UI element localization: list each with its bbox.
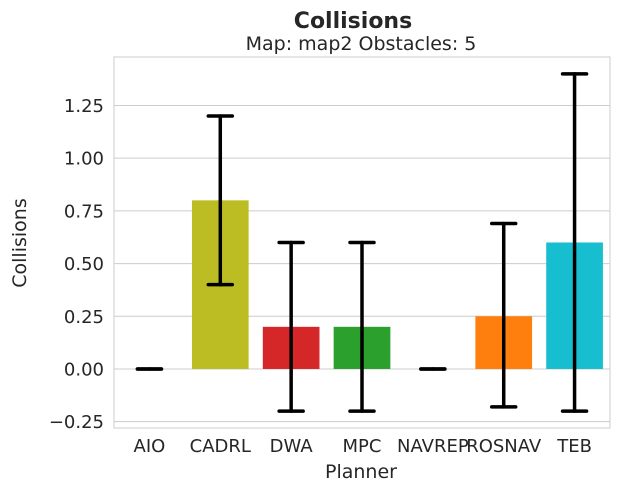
y-tick-label: 0.50 — [64, 254, 104, 275]
y-axis-label: Collisions — [9, 198, 31, 287]
error-bar-rosnav — [489, 221, 518, 409]
x-tick-label: DWA — [270, 436, 314, 457]
chart-subtitle: Map: map2 Obstacles: 5 — [246, 33, 477, 55]
error-bar-dwa — [277, 240, 305, 413]
x-tick-label: MPC — [343, 436, 382, 457]
x-tick-label: AIO — [134, 436, 166, 457]
x-tick-label: CADRL — [190, 436, 251, 457]
x-axis-label: Planner — [325, 461, 397, 483]
y-tick-labels: −0.25 0.00 0.25 0.50 0.75 1.00 1.25 — [49, 96, 104, 433]
x-tick-label: ROSNAV — [466, 436, 542, 457]
error-bar-cadrl — [206, 114, 235, 287]
chart-title: Collisions — [294, 9, 412, 34]
y-tick-label: 1.00 — [64, 149, 104, 170]
x-tick-label: NAVREP — [397, 436, 469, 457]
x-tick-label: TEB — [556, 436, 592, 457]
y-tick-label: 0.25 — [64, 307, 104, 328]
error-bar-teb — [560, 72, 589, 413]
y-tick-label: 0.75 — [64, 201, 104, 222]
y-tick-label: 1.25 — [64, 96, 104, 117]
error-bar-mpc — [348, 240, 376, 413]
y-tick-label: −0.25 — [49, 412, 104, 433]
bars — [191, 200, 603, 369]
plot-frame — [113, 56, 611, 429]
error-bars — [135, 72, 589, 413]
y-tick-label: 0.00 — [64, 359, 104, 380]
